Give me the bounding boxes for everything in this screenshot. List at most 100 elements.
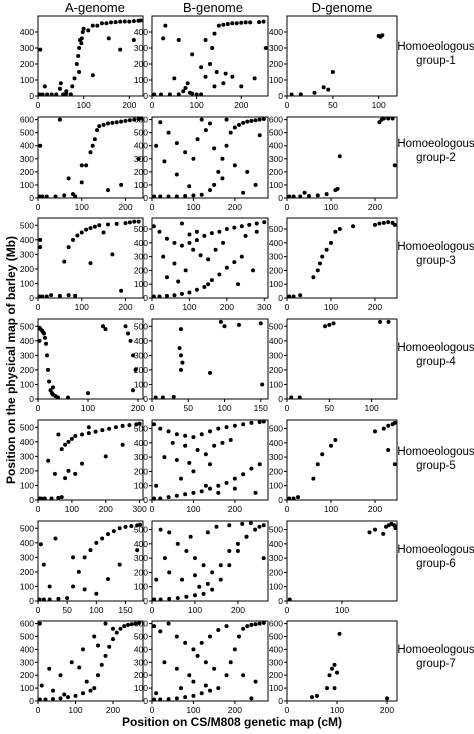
- y-tick-label: 200: [20, 567, 34, 577]
- y-tick-label: 0: [278, 596, 283, 606]
- data-point: [261, 19, 266, 24]
- data-point: [331, 321, 336, 326]
- data-point: [166, 429, 171, 434]
- data-point: [126, 331, 130, 336]
- data-point: [194, 287, 199, 292]
- data-point: [197, 584, 202, 589]
- data-point: [152, 496, 157, 501]
- x-tick-label: 300: [133, 504, 147, 514]
- panel-frame: [151, 520, 269, 602]
- data-point: [179, 353, 183, 358]
- data-point: [154, 483, 159, 488]
- data-point: [183, 150, 188, 155]
- y-tick-label: 400: [134, 539, 148, 549]
- x-tick-label: 50: [325, 403, 335, 413]
- x-tick-label: 0: [36, 302, 41, 312]
- data-point: [239, 224, 244, 229]
- data-point: [40, 194, 45, 199]
- data-point: [335, 670, 339, 675]
- y-tick-label: 500: [134, 128, 148, 138]
- data-point: [43, 335, 47, 340]
- data-point: [101, 122, 106, 127]
- x-tick-label: 200: [106, 705, 120, 715]
- data-point: [97, 124, 102, 129]
- panel-frame: [37, 217, 144, 299]
- data-point: [66, 176, 71, 181]
- y-tick-label: 500: [269, 128, 283, 138]
- data-point: [101, 230, 106, 235]
- data-point: [92, 224, 97, 229]
- data-point: [214, 70, 219, 74]
- data-point: [208, 370, 212, 375]
- data-point: [158, 496, 163, 501]
- data-point: [381, 220, 386, 225]
- data-point: [220, 156, 225, 161]
- y-tick-label: 100: [134, 481, 148, 491]
- y-tick-label: 300: [269, 252, 283, 262]
- data-point: [66, 439, 71, 444]
- data-point: [103, 621, 108, 626]
- data-point: [222, 324, 227, 329]
- data-point: [177, 346, 182, 351]
- data-point: [158, 597, 163, 602]
- data-point: [253, 118, 258, 123]
- data-point: [164, 275, 169, 280]
- y-tick-label: 0: [278, 293, 283, 303]
- data-point: [228, 438, 233, 442]
- data-point: [162, 556, 167, 561]
- data-point: [194, 238, 199, 243]
- y-tick-label: 100: [20, 379, 34, 389]
- data-point: [69, 660, 74, 665]
- x-tick-label: 0: [285, 605, 290, 615]
- x-tick-label: 200: [368, 202, 382, 212]
- data-point: [174, 194, 179, 199]
- data-point: [66, 245, 71, 250]
- y-tick-label: 200: [134, 167, 148, 177]
- data-point: [58, 696, 63, 701]
- data-point: [237, 122, 241, 127]
- y-tick-label: 400: [20, 644, 34, 654]
- data-point: [39, 496, 44, 501]
- data-point: [298, 92, 303, 97]
- y-tick-label: 200: [134, 567, 148, 577]
- data-point: [216, 628, 221, 633]
- data-point: [258, 321, 263, 326]
- data-point: [241, 626, 246, 631]
- data-point: [113, 425, 118, 430]
- y-tick-label: 300: [134, 553, 148, 563]
- data-point: [117, 562, 122, 567]
- y-tick-label: 500: [20, 631, 34, 641]
- data-point: [161, 254, 166, 259]
- data-point: [77, 46, 82, 50]
- data-point: [220, 440, 225, 445]
- data-point: [194, 229, 199, 234]
- data-point: [240, 521, 245, 526]
- y-tick-label: 0: [29, 91, 34, 101]
- data-point: [248, 521, 253, 526]
- data-point: [217, 229, 222, 234]
- data-point: [135, 548, 140, 553]
- panel-frame: [37, 419, 144, 501]
- data-point: [106, 121, 110, 126]
- data-point: [386, 423, 391, 428]
- y-tick-label: 400: [20, 437, 34, 447]
- data-point: [208, 429, 212, 434]
- data-point: [100, 428, 105, 433]
- panel-frame: [151, 217, 269, 299]
- data-point: [172, 261, 177, 266]
- data-point: [166, 130, 171, 135]
- data-point: [77, 70, 82, 74]
- x-tick-label: 100: [81, 403, 95, 413]
- panel-frame: [286, 520, 398, 602]
- data-point: [86, 391, 90, 396]
- data-point: [381, 531, 386, 536]
- panel-frame: [37, 116, 144, 199]
- data-point: [152, 194, 157, 199]
- data-point: [164, 293, 169, 298]
- y-tick-label: 0: [29, 696, 34, 706]
- data-point: [174, 432, 179, 437]
- data-point: [315, 268, 320, 273]
- panel-frame: [286, 15, 398, 97]
- data-point: [199, 65, 204, 70]
